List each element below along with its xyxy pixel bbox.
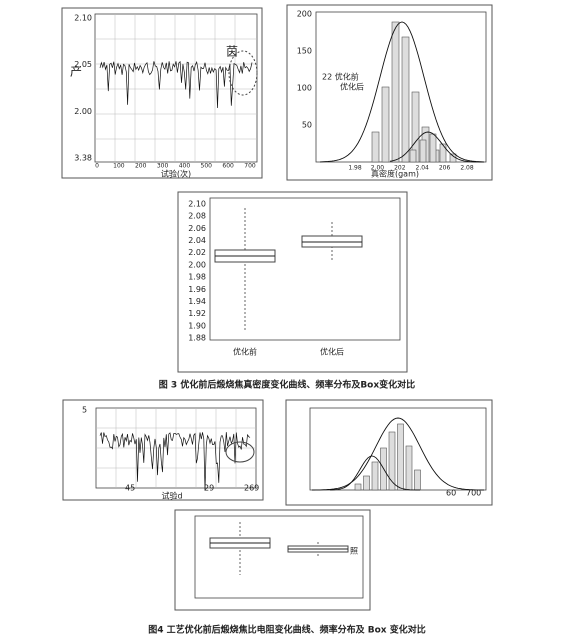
histogram-bar xyxy=(401,36,410,163)
histogram-bar xyxy=(405,445,413,491)
x-tick-label: 202 xyxy=(394,165,406,172)
histogram-bar xyxy=(449,153,457,163)
x-tick-label: 2.00 xyxy=(371,165,385,172)
plot-area xyxy=(94,13,258,163)
fit-curve xyxy=(389,131,484,163)
histogram-bar xyxy=(409,149,417,163)
x-label: 真密度(gam) xyxy=(371,169,419,179)
x-tick-label: 2.08 xyxy=(460,165,474,172)
x-label: 试验d xyxy=(161,491,182,501)
fit-curve xyxy=(312,417,484,491)
y-tick-label: 2.05 xyxy=(74,60,92,69)
x-tick-label: 60 xyxy=(446,489,456,498)
caption: 图4 工艺优化前后煅烧焦比电阻变化曲线、频率分布及 Box 变化对比 xyxy=(148,624,426,636)
fit-curve xyxy=(319,21,485,163)
y-tick-label: 2.06 xyxy=(188,224,206,233)
x-tick-label: 29 xyxy=(204,484,214,493)
x-tick-label: 0 xyxy=(95,163,99,170)
y-tick-label: 2.04 xyxy=(188,236,206,245)
plot-area xyxy=(315,11,487,163)
histogram-bar xyxy=(371,131,380,163)
histogram-bar xyxy=(371,461,379,491)
highlight xyxy=(228,50,258,96)
plot-area xyxy=(194,515,364,599)
y-tick-label: 2.00 xyxy=(74,107,92,116)
x-tick-label: 400 xyxy=(179,163,191,170)
y-tick-label: 1.96 xyxy=(188,285,206,294)
y-tick-label: 2.10 xyxy=(188,200,206,209)
histogram-bar xyxy=(439,143,447,163)
x-tick-label: 300 xyxy=(157,163,169,170)
x-tick-label: 2.04 xyxy=(416,165,430,172)
histogram-bar xyxy=(363,475,370,491)
histogram-bar xyxy=(381,86,390,163)
x-tick-label: 700 xyxy=(466,489,481,498)
legend: 22 优化前 xyxy=(322,72,359,82)
panel-frame xyxy=(286,4,493,181)
histogram-bar xyxy=(419,139,427,163)
histogram-bar xyxy=(397,423,404,491)
histogram-bar xyxy=(388,431,396,491)
histogram-bar xyxy=(414,469,421,491)
x-tick-label: 269 xyxy=(244,484,259,493)
category-label: 优化前 xyxy=(233,347,257,357)
y-tick-label: 2.02 xyxy=(188,248,206,257)
y-tick-label: 50 xyxy=(302,121,312,130)
histogram-bar xyxy=(429,133,437,163)
annotation: 茵 xyxy=(226,45,238,59)
y-tick-label: 1.90 xyxy=(188,321,206,330)
x-tick-label: 1.98 xyxy=(348,165,362,172)
y-tick-label: 1.92 xyxy=(188,309,206,318)
plot-area xyxy=(209,197,401,341)
annotation: 产 xyxy=(70,65,82,79)
y-tick-label: 1.88 xyxy=(188,334,206,343)
x-label: 试验(次) xyxy=(161,169,191,179)
trend-line xyxy=(99,432,251,491)
x-tick-label: 206 xyxy=(439,165,451,172)
category-label: 优化后 xyxy=(320,347,344,357)
highlight xyxy=(225,441,255,463)
x-tick-label: 200 xyxy=(135,163,147,170)
legend: 优化后 xyxy=(340,82,364,92)
y-tick-label: 2.00 xyxy=(188,260,206,269)
x-tick-label: 500 xyxy=(201,163,213,170)
x-tick-label: 600 xyxy=(222,163,234,170)
annotation: 照 xyxy=(350,547,358,556)
y-tick-label: 1.94 xyxy=(188,297,206,306)
y-tick-label: 2.10 xyxy=(74,14,92,23)
y-tick-label: 100 xyxy=(297,84,312,93)
caption: 图 3 优化前后煅烧焦真密度变化曲线、频率分布及Box变化对比 xyxy=(159,379,415,391)
histogram-bar xyxy=(354,483,362,491)
y-tick-label: 2.08 xyxy=(188,212,206,221)
y-tick-label: 5 xyxy=(82,406,87,415)
fit-curve xyxy=(330,455,420,491)
y-tick-label: 3.38 xyxy=(74,154,92,163)
panel-frame xyxy=(177,191,408,373)
x-tick-label: 45 xyxy=(125,484,135,493)
y-tick-label: 1.98 xyxy=(188,273,206,282)
panel-frame xyxy=(174,509,371,611)
x-tick-label: 100 xyxy=(113,163,125,170)
trend-line xyxy=(99,60,253,109)
artwork xyxy=(95,14,485,575)
x-tick-label: 700 xyxy=(244,163,256,170)
y-tick-label: 200 xyxy=(297,10,312,19)
histogram-bar xyxy=(391,21,400,163)
y-tick-label: 150 xyxy=(297,47,312,56)
